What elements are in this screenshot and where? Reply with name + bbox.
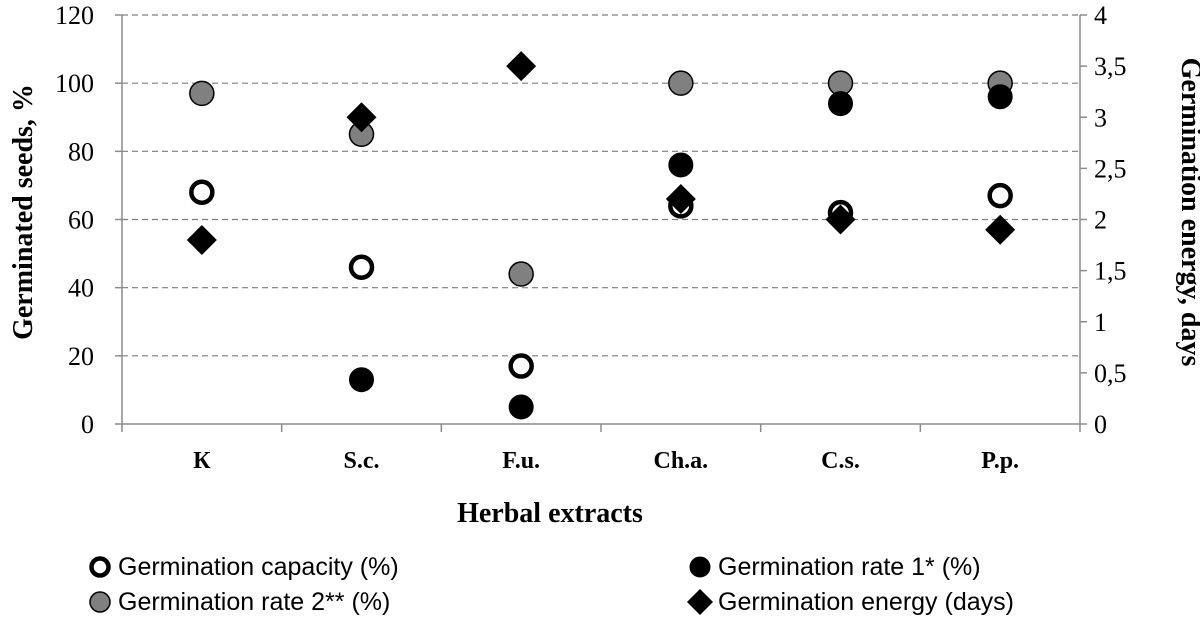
- y-tick-label: 100: [55, 69, 94, 98]
- data-point: [987, 182, 1013, 209]
- y2-tick-label: 0,5: [1094, 359, 1127, 388]
- data-point: [987, 84, 1013, 110]
- legend-label: Germination capacity (%): [118, 553, 399, 581]
- data-point: [348, 254, 375, 280]
- data-marks: [186, 51, 1016, 420]
- data-point: [985, 214, 1016, 245]
- data-point: [349, 367, 374, 393]
- y2-tick-label: 0: [1094, 410, 1107, 439]
- data-point: [508, 353, 534, 379]
- data-point: [668, 70, 694, 96]
- y-tick-label: 20: [68, 342, 94, 371]
- y2-tick-label: 3,5: [1094, 52, 1127, 81]
- axes: [115, 14, 1087, 432]
- data-point: [186, 224, 217, 255]
- legend-label: Germination rate 1* (%): [718, 553, 981, 581]
- legend-marker: [687, 589, 713, 615]
- gridlines: [122, 14, 1080, 357]
- data-point: [825, 204, 856, 235]
- legend-label: Germination rate 2** (%): [118, 588, 390, 616]
- y-tick-label: 120: [55, 1, 94, 30]
- data-point: [665, 184, 696, 215]
- x-tick-label: P.p.: [981, 448, 1019, 474]
- data-point: [828, 91, 853, 117]
- y2-tick-label: 2,5: [1094, 154, 1127, 183]
- y2-tick-label: 2: [1094, 206, 1107, 235]
- y-axis-title: Germinated seeds, %: [8, 84, 39, 340]
- legend: Germination capacity (%) Germination rate…: [89, 553, 1014, 616]
- x-tick-label: C.s.: [821, 448, 860, 474]
- data-point: [346, 102, 377, 133]
- data-point: [189, 80, 215, 107]
- legend-label: Germination energy (days): [718, 588, 1014, 616]
- y2-tick-label: 1: [1094, 308, 1107, 337]
- y-tick-label: 80: [68, 137, 94, 166]
- y-tick-label: 0: [81, 410, 94, 439]
- data-point: [189, 179, 215, 205]
- y-tick-label: 60: [68, 206, 94, 235]
- data-point: [668, 152, 694, 178]
- data-point: [506, 51, 537, 82]
- data-point: [508, 394, 534, 420]
- legend-marker: [89, 556, 111, 578]
- x-tick-label: Ch.a.: [653, 448, 708, 474]
- x-tick-label: S.c.: [344, 448, 380, 474]
- x-tick-label: К: [193, 448, 211, 474]
- legend-marker: [689, 556, 711, 578]
- data-point: [508, 261, 534, 287]
- tick-labels: 0 20 40 60 80 100 120 0 0,5 1 1,5 2 2,5 3 3,5 4 К S.c. F.u…: [55, 1, 1127, 474]
- y2-tick-label: 1,5: [1094, 257, 1127, 286]
- legend-marker: [89, 591, 111, 613]
- x-axis-title: Herbal extracts: [457, 498, 643, 529]
- y2-tick-label: 4: [1094, 1, 1107, 30]
- y2-tick-label: 3: [1094, 103, 1107, 132]
- y2-axis-title: Germination energy, days: [1175, 58, 1200, 367]
- x-tick-label: F.u.: [502, 448, 540, 474]
- y-tick-label: 40: [68, 274, 94, 303]
